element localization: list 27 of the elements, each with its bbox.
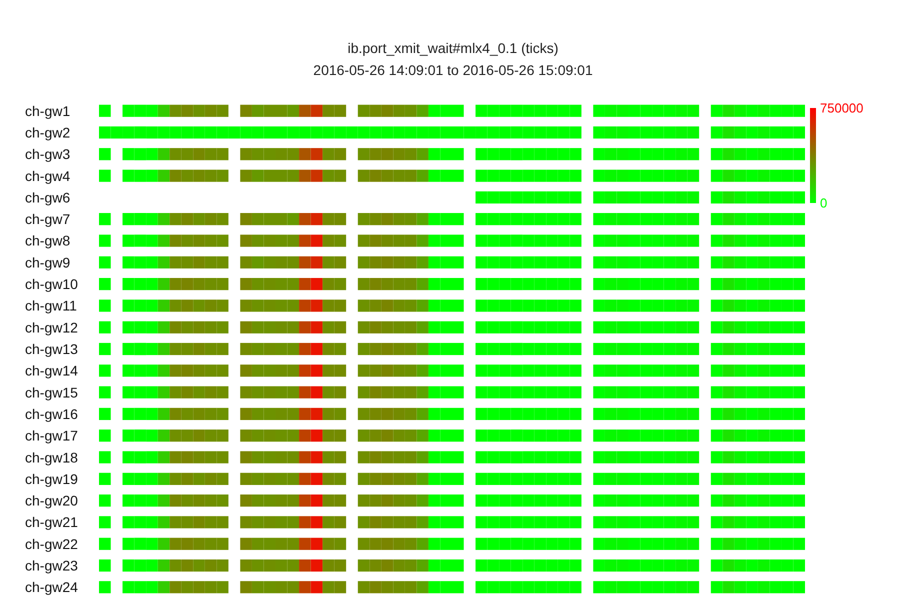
color-bar-label: 0 bbox=[820, 196, 828, 210]
y-tick-label: ch-gw23 bbox=[25, 558, 78, 574]
y-tick-label: ch-gw22 bbox=[25, 536, 78, 552]
y-tick-label: ch-gw19 bbox=[25, 470, 78, 487]
y-tick-label: ch-gw21 bbox=[25, 514, 78, 530]
y-tick-label: ch-gw14 bbox=[25, 362, 78, 379]
y-tick-label: ch-gw3 bbox=[25, 146, 70, 162]
y-tick-label: ch-gw24 bbox=[25, 579, 78, 596]
y-tick-label: ch-gw4 bbox=[25, 168, 70, 184]
y-tick-label: ch-gw16 bbox=[25, 406, 78, 422]
y-tick-label: ch-gw8 bbox=[25, 232, 70, 249]
y-tick-label: ch-gw12 bbox=[25, 319, 78, 336]
y-tick-label: ch-gw1 bbox=[25, 102, 70, 119]
color-bar-label: 750000 bbox=[820, 100, 864, 116]
chart-title: ib.port_xmit_wait#mlx4_0.1 (ticks) bbox=[348, 40, 558, 56]
y-tick-label: ch-gw18 bbox=[25, 449, 78, 466]
y-tick-label: ch-gw17 bbox=[25, 428, 78, 444]
y-tick-label: ch-gw20 bbox=[25, 492, 78, 509]
y-tick-label: ch-gw13 bbox=[25, 341, 78, 357]
y-tick-label: ch-gw10 bbox=[25, 276, 78, 292]
y-tick-label: ch-gw6 bbox=[25, 189, 70, 206]
chart-subtitle: 2016-05-26 14:09:01 to 2016-05-26 15:09:01 bbox=[313, 62, 593, 78]
y-tick-label: ch-gw11 bbox=[25, 298, 78, 314]
y-tick-label: ch-gw15 bbox=[25, 384, 78, 400]
y-tick-label: ch-gw9 bbox=[25, 254, 70, 270]
y-tick-label: ch-gw7 bbox=[25, 211, 70, 228]
y-tick-label: ch-gw2 bbox=[25, 124, 70, 140]
